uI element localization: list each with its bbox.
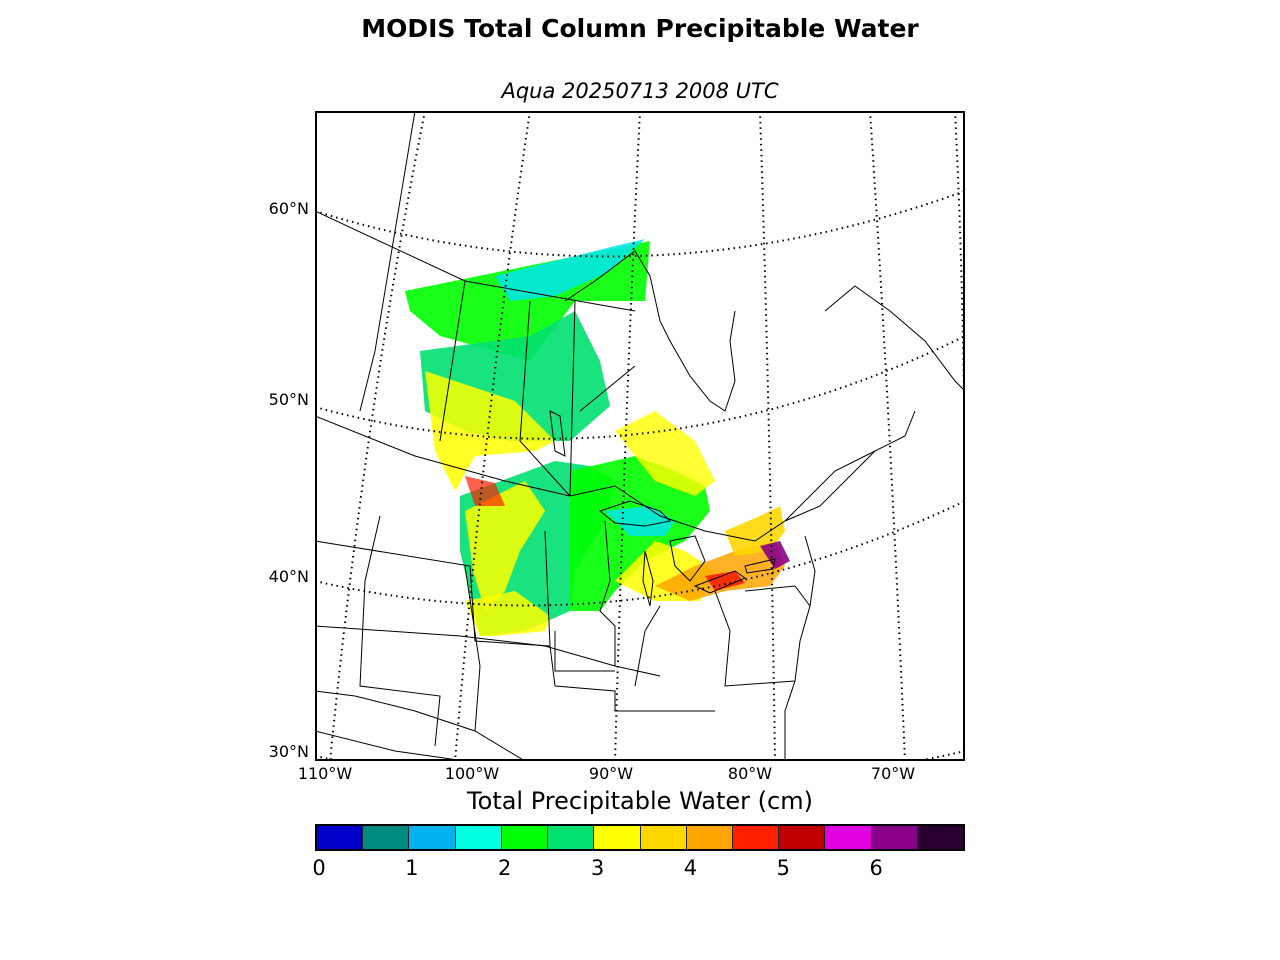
colorbar-swatch [455,826,502,849]
colorbar-swatch [871,826,918,849]
territory-line [315,210,636,312]
colorbar-swatch [640,826,687,849]
lake-michigan [642,550,654,607]
lake-erie [693,570,747,594]
st-lawrence [784,410,916,522]
state-line-4 [544,530,556,687]
swath-east-purple [760,541,790,569]
swath-lower-lakes-orange [655,541,785,601]
colorbar-swatch [594,826,641,849]
colorbar-swatch [825,826,872,849]
bc-line [359,111,416,412]
state-line-7 [599,520,616,666]
swath-ontario-yellow [615,411,715,496]
graticule [315,111,965,761]
colorbar-swatch [409,826,456,849]
figure-title: MODIS Total Column Precipitable Water [361,14,919,43]
lon-label-90: 90°W [588,764,634,783]
colorbar-swatch [779,826,826,849]
swath-north-dakota-red [465,476,505,506]
colorbar-swatch [732,826,780,849]
province-line-4 [579,365,636,412]
state-line-12 [554,631,615,672]
gulf-coast [315,730,466,761]
colorbar-tick-label: 4 [683,856,698,880]
swath-dakota-yellow [465,481,545,611]
lat-label-50: 50°N [268,390,309,409]
colorbar-tick-label: 2 [498,856,512,880]
colorbar-swatch [363,826,410,849]
canada-us-border [315,415,876,542]
colorbar-tick-label: 3 [590,856,605,880]
state-line-11 [315,690,526,761]
state-line-8 [634,605,661,687]
boundaries [315,111,965,761]
state-line-5 [359,515,441,747]
lake-superior [598,500,672,527]
state-line-1 [315,540,551,647]
province-line-1 [439,280,466,442]
colorbar-swatch [548,826,595,849]
swath-north-cyan [495,239,645,301]
lon-label-70: 70°W [870,764,916,783]
state-line-2 [315,625,661,677]
colorbar-title: Total Precipitable Water (cm) [467,787,813,815]
lat-label-60: 60°N [268,199,309,218]
colorbar [315,824,965,851]
lake-huron [669,535,706,582]
colorbar-swatch [317,826,364,849]
precipitable-water-map [315,111,965,761]
lat-label-30: 30°N [268,742,309,761]
map-border [315,111,965,761]
colorbar-tick-label: 0 [312,856,326,880]
lake-winnipeg [549,410,566,457]
state-line-6 [554,685,715,712]
colorbar-swatch [686,826,733,849]
state-line-10 [744,585,811,607]
swath-nebraska [465,591,550,636]
colorbar-tick-label: 5 [776,856,790,880]
province-line-3 [569,300,576,497]
colorbar-tick-label: 1 [405,856,419,880]
province-line-2 [519,300,571,497]
map-canvas [315,111,965,761]
lon-label-100: 100°W [444,764,500,783]
labrador-coast [824,285,965,392]
colorbar-swatch [917,826,964,849]
hudson-bay-coast [564,250,736,412]
figure-subtitle: Aqua 20250713 2008 UTC [501,79,779,103]
state-line-9 [714,590,796,687]
state-line-3 [464,565,481,732]
colorbar-tick-label: 6 [869,856,883,880]
lat-label-40: 40°N [268,567,309,586]
lake-ontario [744,558,776,574]
swath-prairies-yellow [425,371,555,491]
colorbar-swatch [501,826,549,849]
swath-erie-red [705,571,745,591]
east-coast [784,535,816,761]
lon-label-80: 80°W [727,764,773,783]
lon-label-110: 110°W [297,764,353,783]
